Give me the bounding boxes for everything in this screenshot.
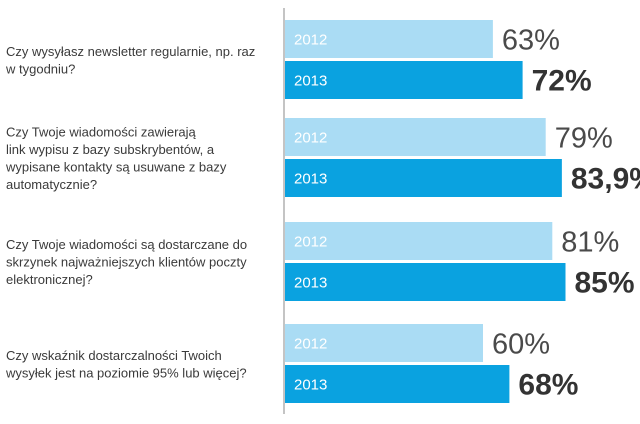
question-line: wysyłek jest na poziomie 95% lub więcej? xyxy=(5,365,247,380)
data-label-2012-q4: 60% xyxy=(492,329,550,361)
bar-year-label: 2013 xyxy=(294,73,327,90)
question-line: Czy wysyłasz newsletter regularnie, np. … xyxy=(6,44,255,59)
bar-2012-q3 xyxy=(285,222,553,260)
data-label-2013-q3: 85% xyxy=(575,267,635,300)
bar-2013-q4 xyxy=(285,365,510,403)
question-line: link wypisu z bazy subskrybentów, a xyxy=(6,142,215,157)
bar-2013-q1 xyxy=(285,61,523,99)
data-label-2013-q1: 72% xyxy=(532,65,592,98)
question-line: Czy wskaźnik dostarczalności Twoich xyxy=(6,348,222,363)
bar-year-label: 2012 xyxy=(294,32,327,49)
data-label-2013-q4: 68% xyxy=(518,369,578,402)
question-line: elektronicznej? xyxy=(6,272,93,287)
question-line: w tygodniu? xyxy=(5,61,75,76)
bar-year-label: 2013 xyxy=(294,275,327,292)
question-line: Czy Twoje wiadomości zawierają xyxy=(6,124,197,139)
question-label-1: Czy wysyłasz newsletter regularnie, np. … xyxy=(5,44,255,77)
question-line: skrzynek najważniejszych klientów poczty xyxy=(6,255,247,270)
question-line: wypisane kontakty są usuwane z bazy xyxy=(5,159,227,174)
question-line: automatycznie? xyxy=(6,177,97,192)
data-label-2012-q3: 81% xyxy=(561,227,619,259)
question-label-3: Czy Twoje wiadomości są dostarczane do sk… xyxy=(6,237,247,287)
bar-year-label: 2012 xyxy=(294,234,327,251)
data-label-2012-q2: 79% xyxy=(555,123,613,155)
bar-2012-q2 xyxy=(285,118,546,156)
bar-2013-q2 xyxy=(285,159,562,197)
question-label-2: Czy Twoje wiadomości zawierają link wypis… xyxy=(5,124,227,192)
data-label-2013-q2: 83,9% xyxy=(571,163,640,196)
bar-2012-q1 xyxy=(285,20,493,58)
bar-year-label: 2012 xyxy=(294,130,327,147)
bar-year-label: 2013 xyxy=(294,171,327,188)
data-label-2012-q1: 63% xyxy=(502,25,560,57)
bar-year-label: 2013 xyxy=(294,377,327,394)
question-line: Czy Twoje wiadomości są dostarczane do xyxy=(6,237,247,252)
question-label-4: Czy wskaźnik dostarczalności Twoich wysył… xyxy=(5,348,247,381)
bar-2013-q3 xyxy=(285,263,566,301)
bar-2012-q4 xyxy=(285,324,483,362)
bar-year-label: 2012 xyxy=(294,336,327,353)
